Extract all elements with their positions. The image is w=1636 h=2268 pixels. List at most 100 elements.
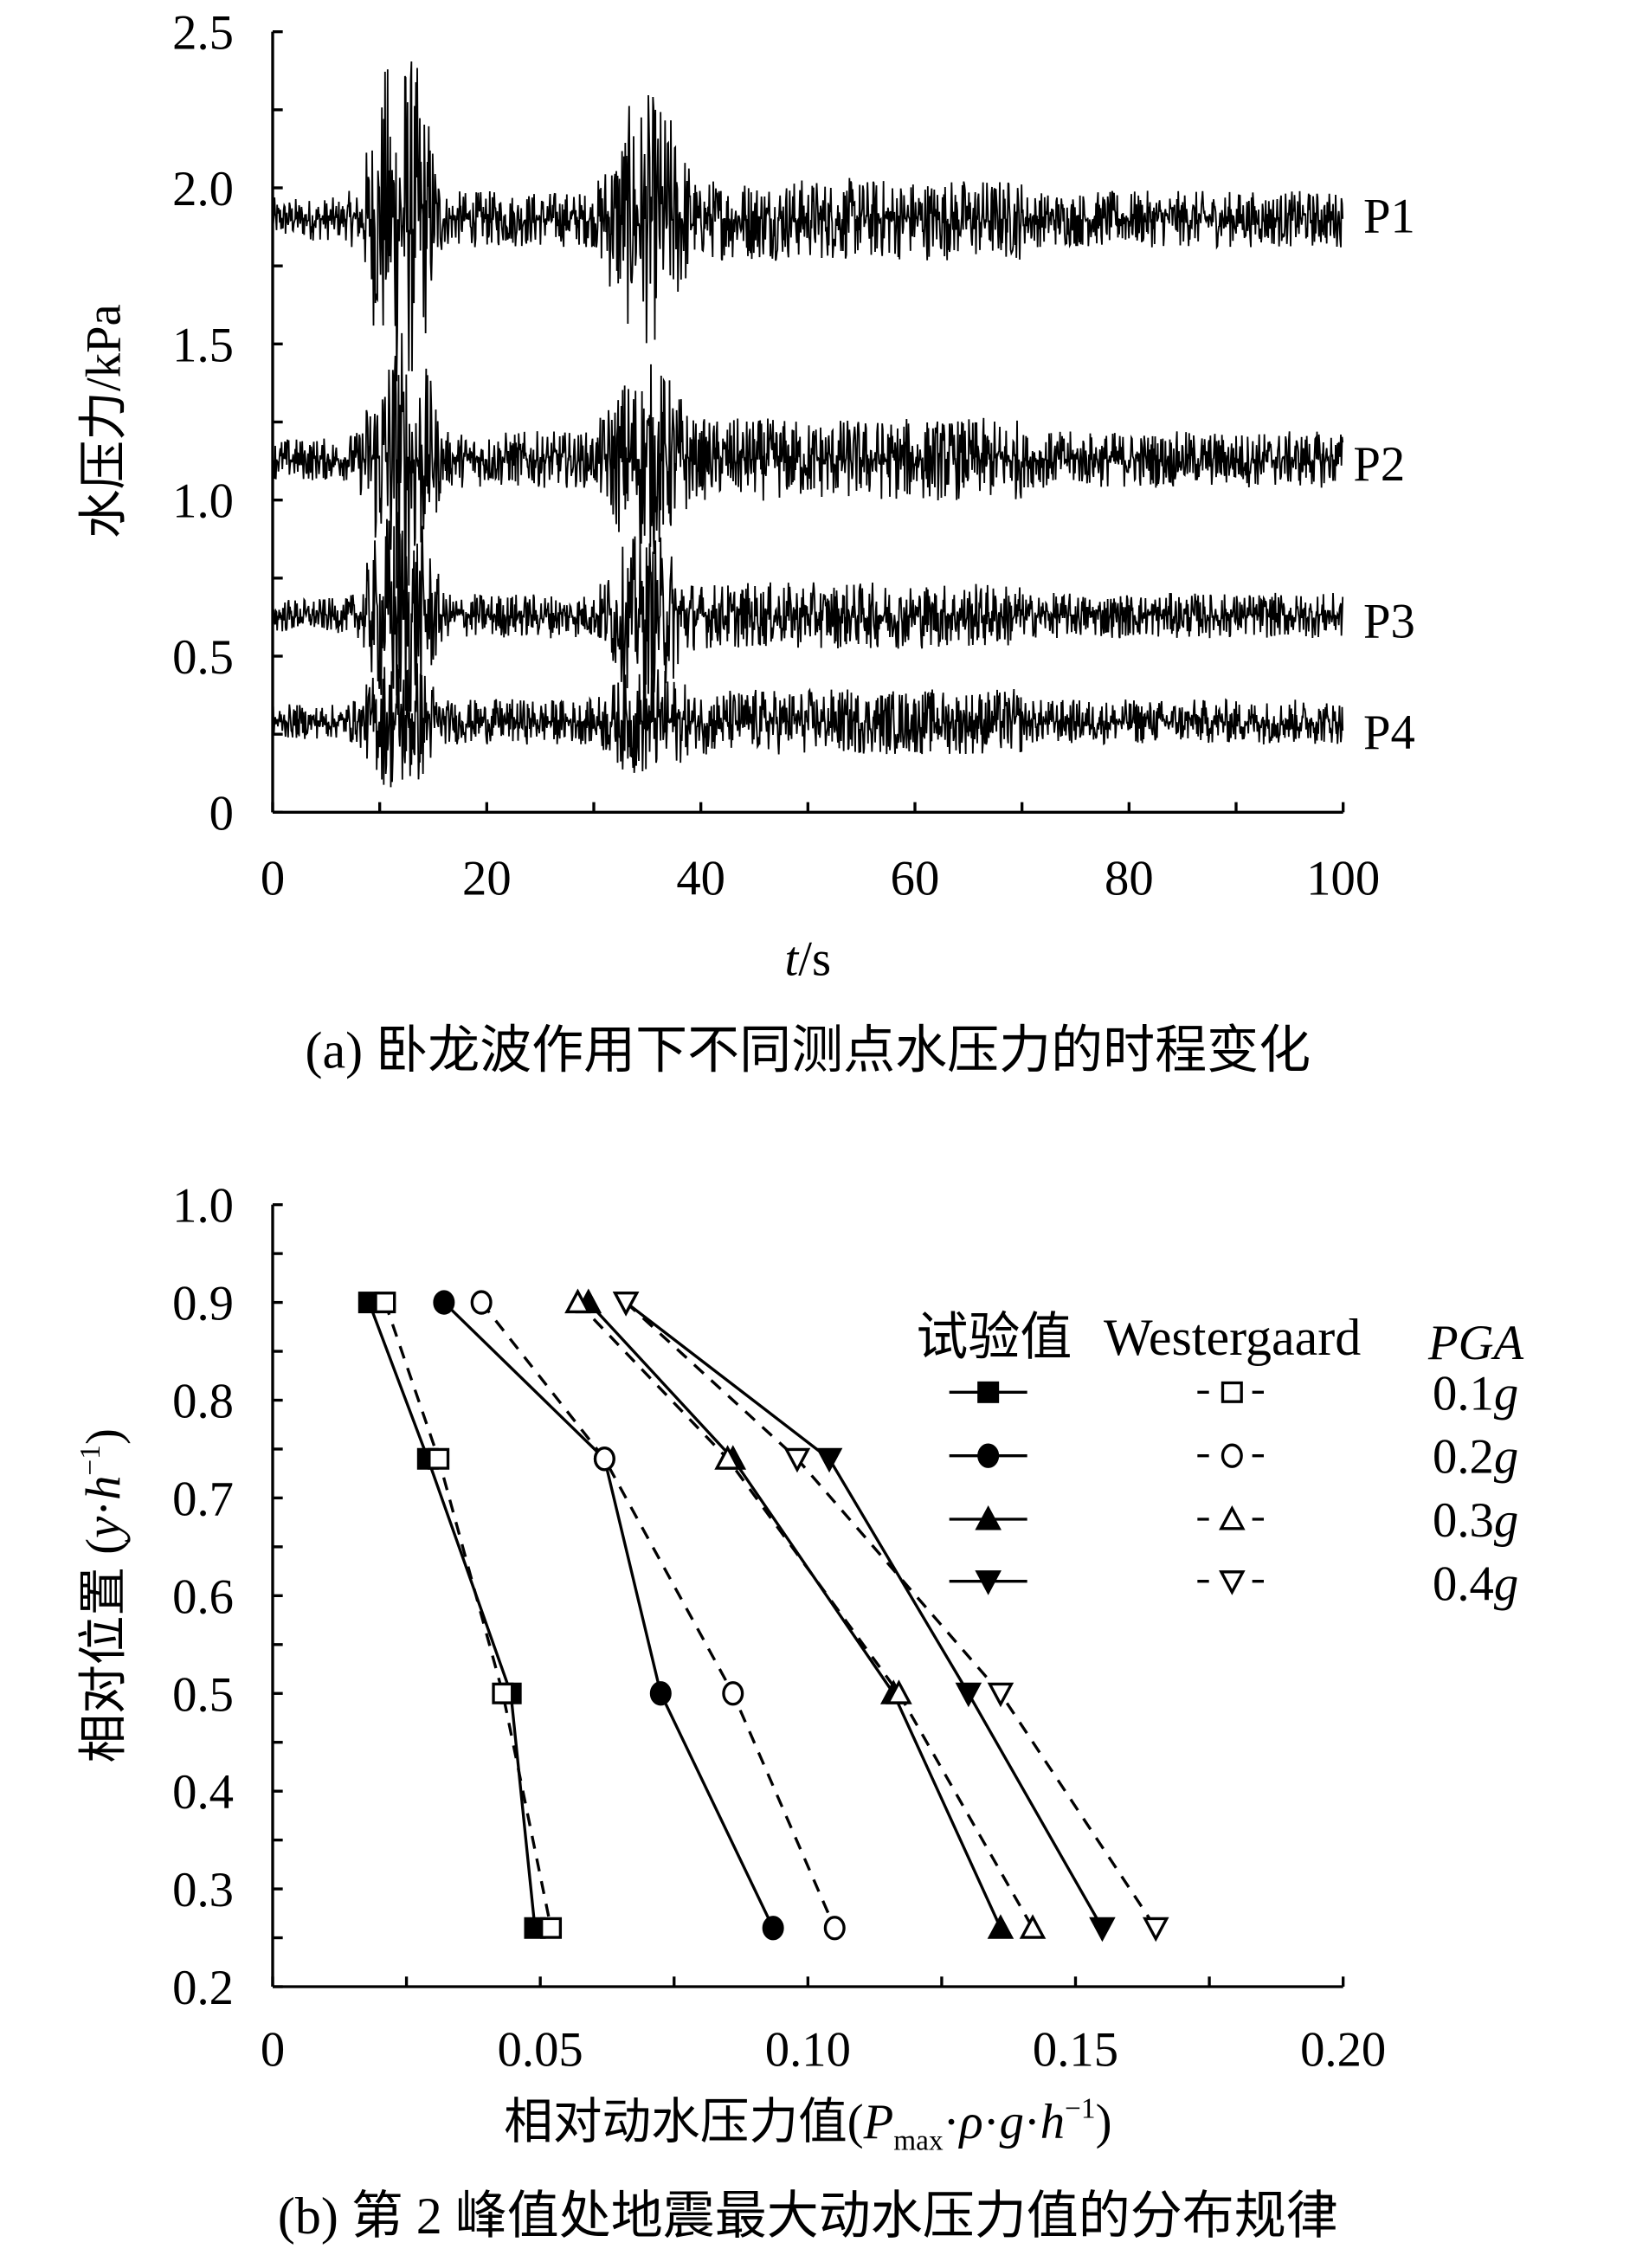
legend-marker-test — [975, 1504, 1002, 1530]
b-y-tick-label: 0.8 — [172, 1376, 234, 1429]
legend-marker-westergaard — [1221, 1381, 1243, 1403]
a-x-tick-label: 40 — [676, 852, 725, 905]
a-series-p3 — [272, 512, 1344, 712]
legend-rows — [949, 1381, 1267, 1595]
a-series-p4 — [272, 663, 1344, 788]
b-data-point — [783, 1447, 811, 1473]
legend-marker-test — [975, 1570, 1002, 1595]
legend-label-03g: 0.3g — [1433, 1494, 1518, 1548]
b-axes: 0.2 0.3 0.4 0.5 0.6 0.7 0.8 0.9 1.0 0 0.05 0.10 0.15… — [172, 1180, 1386, 2078]
a-x-axis-label: t/s — [785, 933, 832, 987]
b-series-5 — [564, 1288, 1047, 1939]
b-y-tick-label: 0.4 — [172, 1766, 234, 1820]
a-series-label-p4: P4 — [1363, 706, 1415, 760]
a-y-tick-label: 0.5 — [172, 631, 234, 685]
legend-marker-westergaard — [1219, 1570, 1246, 1595]
a-x-tick-label: 100 — [1306, 852, 1380, 905]
a-y-axis-label: 水压力/kPa — [77, 304, 131, 538]
chart-a: 0 0.5 1.0 1.5 2.0 2.5 0 20 40 60 80 100 P1 P2 P3 P4… — [77, 7, 1415, 1079]
b-data-point — [470, 1290, 493, 1315]
b-x-tick-label: 0.15 — [1033, 2024, 1118, 2078]
a-series-label-p1: P1 — [1363, 190, 1415, 243]
b-y-tick-label: 0.3 — [172, 1864, 234, 1917]
a-x-tick-label: 60 — [891, 852, 940, 905]
a-series-p1 — [272, 61, 1344, 382]
a-series-p2 — [272, 332, 1344, 589]
legend-marker-westergaard — [1219, 1504, 1246, 1530]
b-data-point — [1019, 1914, 1047, 1939]
b-x-tick-label: 0.10 — [765, 2024, 851, 2078]
a-y-tick-label: 2.5 — [172, 7, 234, 61]
b-data-point — [722, 1681, 744, 1706]
b-x-tick-label: 0 — [261, 2024, 285, 2078]
legend-label-02g: 0.2g — [1433, 1431, 1518, 1485]
b-data-point — [540, 1917, 563, 1939]
a-x-tick-label: 0 — [261, 852, 285, 905]
b-data-point — [612, 1292, 640, 1317]
b-x-tick-label: 0.20 — [1300, 2024, 1386, 2078]
legend-marker-test — [977, 1443, 1000, 1468]
a-y-tick-label: 2.0 — [172, 163, 234, 216]
b-x-tick-label: 0.05 — [498, 2024, 583, 2078]
b-series-line — [383, 1302, 553, 1929]
b-series-7 — [612, 1292, 1169, 1943]
b-y-axis-label: 相对位置 (y·h−1) — [74, 1428, 131, 1762]
a-y-tick-label: 0 — [209, 787, 234, 841]
a-x-tick-label: 20 — [462, 852, 512, 905]
b-data-point — [564, 1288, 591, 1314]
b-data-point — [428, 1447, 450, 1470]
b-series-1 — [374, 1292, 563, 1939]
b-series-line — [442, 1301, 775, 1929]
a-x-tick-label: 80 — [1105, 852, 1154, 905]
a-series-group — [272, 61, 1344, 788]
a-series-label-p3: P3 — [1363, 596, 1415, 649]
legend-marker-westergaard — [1221, 1443, 1243, 1468]
b-y-tick-label: 0.2 — [172, 1962, 234, 2015]
b-y-tick-label: 0.6 — [172, 1570, 234, 1624]
b-data-point — [593, 1446, 615, 1472]
legend-label-01g: 0.1g — [1433, 1367, 1518, 1421]
a-series-label-p2: P2 — [1353, 438, 1405, 492]
b-series-line — [625, 1301, 1104, 1930]
b-x-axis-label: 相对动水压力值(Pmax·ρ·g·h−1) — [504, 2093, 1111, 2157]
b-data-point — [815, 1447, 843, 1473]
b-data-point — [823, 1916, 846, 1941]
b-series-line — [587, 1301, 1002, 1929]
b-data-point — [374, 1292, 396, 1314]
b-caption: (b) 第 2 峰值处地震最大动水压力值的分布规律 — [278, 2187, 1338, 2245]
b-y-tick-label: 0.7 — [172, 1472, 234, 1526]
b-series-0 — [357, 1292, 546, 1939]
b-data-point — [492, 1682, 514, 1704]
legend-header-test: 试验值 — [916, 1309, 1072, 1366]
b-series-3 — [470, 1290, 846, 1941]
b-series-line — [576, 1301, 1034, 1930]
b-data-point — [886, 1679, 912, 1704]
b-data-point — [714, 1445, 741, 1470]
b-data-point — [1142, 1917, 1169, 1943]
legend-label-04g: 0.4g — [1433, 1557, 1518, 1611]
a-caption: (a) 卧龙波作用下不同测点水压力的时程变化 — [306, 1021, 1311, 1079]
b-series-line — [367, 1301, 537, 1929]
b-data-point — [649, 1681, 672, 1706]
b-series-line — [624, 1301, 1157, 1930]
a-y-tick-label: 1.0 — [172, 475, 234, 529]
b-data-point — [955, 1682, 982, 1708]
b-data-point — [762, 1916, 784, 1941]
legend-header-pga: PGA — [1427, 1317, 1524, 1370]
chart-b: 0.2 0.3 0.4 0.5 0.6 0.7 0.8 0.9 1.0 0 0.05 0.10 0.15… — [74, 1180, 1524, 2245]
b-series-line — [480, 1301, 836, 1929]
b-data-point — [433, 1290, 455, 1315]
a-y-tick-label: 1.5 — [172, 319, 234, 372]
legend-marker-test — [977, 1381, 1000, 1403]
b-data-point — [1089, 1917, 1116, 1943]
b-y-tick-label: 0.9 — [172, 1278, 234, 1331]
legend-header-westergaard: Westergaard — [1104, 1309, 1361, 1366]
b-data-point — [987, 1914, 1014, 1939]
b-legend: 试验值 Westergaard PGA 0.1g 0.2g 0.3g 0.4g — [916, 1309, 1523, 1611]
a-axes: 0 0.5 1.0 1.5 2.0 2.5 0 20 40 60 80 100 — [172, 7, 1380, 906]
b-y-tick-label: 1.0 — [172, 1180, 234, 1234]
b-series-group — [357, 1288, 1169, 1943]
b-data-point — [987, 1682, 1014, 1708]
b-series-2 — [433, 1290, 784, 1941]
